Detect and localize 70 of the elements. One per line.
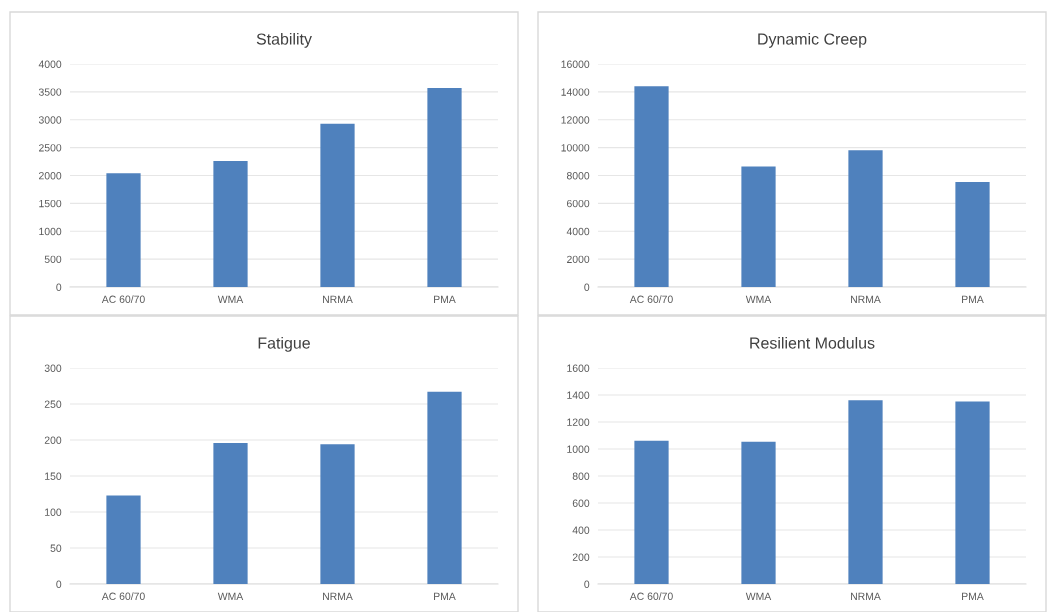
bar: [320, 444, 355, 584]
y-tick-label: 1200: [567, 418, 590, 426]
bar: [634, 86, 669, 287]
y-tick-label: 1500: [39, 199, 62, 208]
y-tick-label: 2000: [567, 255, 590, 263]
y-tick-label: 16000: [561, 60, 590, 68]
y-tick-label: 1600: [567, 364, 590, 372]
bar: [213, 442, 248, 584]
y-tick-label: 600: [572, 499, 590, 507]
y-tick-label: 1000: [39, 227, 62, 236]
y-tick-label: 0: [56, 580, 62, 588]
y-tick-label: 0: [584, 580, 590, 588]
y-tick-label: 10000: [561, 144, 590, 152]
chart-title: Stability: [256, 32, 312, 48]
y-tick-label: 1000: [567, 445, 590, 453]
y-tick-label: 150: [45, 472, 62, 480]
y-tick-label: 4000: [566, 227, 590, 236]
y-tick-label: 200: [572, 553, 590, 561]
bar: [106, 495, 141, 584]
chart-title: Dynamic Creep: [758, 32, 867, 48]
y-tick-label: 6000: [567, 199, 590, 208]
y-tick-label: 200: [44, 436, 62, 444]
y-tick-label: 0: [56, 283, 62, 291]
y-tick-label: 500: [44, 255, 62, 263]
bar: [634, 440, 669, 584]
y-tick-label: 12000: [561, 116, 590, 124]
y-tick-label: 300: [44, 364, 62, 372]
x-tick-label: PMA: [434, 592, 456, 600]
x-tick-label: PMA: [962, 295, 984, 303]
bar: [427, 391, 462, 584]
bar: [320, 123, 355, 287]
y-tick-label: 14000: [561, 88, 590, 96]
x-tick-label: WMA: [217, 295, 244, 303]
bar: [848, 400, 883, 584]
x-tick-label: WMA: [745, 592, 772, 600]
bar: [955, 182, 990, 287]
x-tick-label: WMA: [745, 295, 772, 303]
x-tick-label: NRMA: [323, 295, 353, 303]
bar: [427, 87, 462, 287]
x-tick-label: PMA: [434, 295, 456, 303]
x-tick-label: NRMA: [323, 592, 353, 600]
x-tick-label: AC 60/70: [101, 295, 145, 303]
x-tick-label: AC 60/70: [629, 592, 673, 600]
y-tick-label: 2500: [39, 144, 62, 152]
x-tick-label: AC 60/70: [629, 295, 673, 303]
bar: [106, 173, 141, 287]
y-tick-label: 250: [44, 400, 62, 408]
bar: [741, 166, 776, 287]
y-tick-label: 100: [45, 508, 62, 516]
y-tick-label: 400: [572, 526, 590, 534]
x-tick-label: WMA: [217, 592, 244, 600]
y-tick-label: 3500: [38, 88, 62, 96]
y-tick-label: 3000: [38, 116, 62, 124]
y-tick-label: 0: [584, 283, 590, 291]
bar: [955, 401, 990, 584]
x-tick-label: NRMA: [851, 295, 881, 303]
x-tick-label: PMA: [962, 592, 984, 600]
y-tick-label: 4000: [38, 60, 62, 68]
bar: [213, 161, 248, 287]
x-tick-label: AC 60/70: [101, 592, 145, 600]
chart-title: Resilient Modulus: [750, 336, 875, 349]
x-tick-label: NRMA: [851, 592, 881, 600]
y-tick-label: 2000: [39, 172, 62, 180]
y-tick-label: 800: [572, 472, 590, 480]
chart-title: Fatigue: [258, 336, 310, 352]
y-tick-label: 1400: [567, 391, 590, 399]
bar: [741, 441, 776, 584]
bar: [848, 150, 883, 287]
y-tick-label: 8000: [566, 172, 590, 180]
y-tick-label: 50: [50, 544, 62, 552]
